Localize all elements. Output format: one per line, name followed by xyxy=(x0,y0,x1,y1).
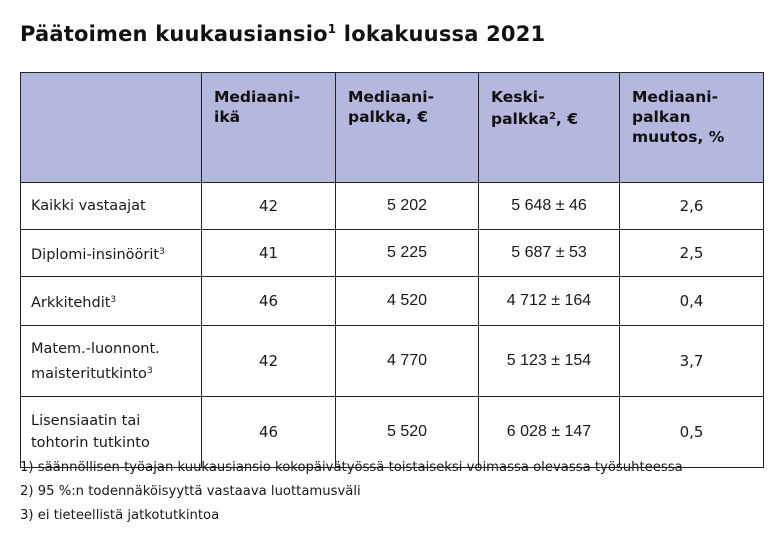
page-title: Päätoimen kuukausiansio1 lokakuussa 2021 xyxy=(20,22,546,46)
cell-mean-salary: 5 123 ± 154 xyxy=(478,325,620,397)
row-label: Arkkitehdit3 xyxy=(20,276,202,326)
title-footnote-mark: 1 xyxy=(327,22,337,36)
cell-median-change: 2,5 xyxy=(619,229,764,277)
cell-median-salary: 4 520 xyxy=(335,276,479,326)
cell-median-salary: 5 225 xyxy=(335,229,479,277)
table-row: Kaikki vastaajat 42 5 202 5 648 ± 46 2,6 xyxy=(20,182,764,230)
row-label: Kaikki vastaajat xyxy=(20,182,202,230)
table-row: Lisensiaatin tai tohtorin tutkinto 46 5 5… xyxy=(20,396,764,468)
table-row: Arkkitehdit3 46 4 520 4 712 ± 164 0,4 xyxy=(20,276,764,326)
footnotes: 1) säännöllisen työajan kuukausiansio ko… xyxy=(20,456,683,528)
header-empty-cell xyxy=(20,72,202,183)
footnote-2: 2) 95 %:n todennäköisyyttä vastaava luot… xyxy=(20,484,361,499)
cell-median-age: 46 xyxy=(201,396,336,468)
cell-median-salary: 4 770 xyxy=(335,325,479,397)
table-row: Matem.-luonnont. maisteritutkinto3 42 4 7… xyxy=(20,325,764,397)
cell-mean-salary: 5 648 ± 46 xyxy=(478,182,620,230)
table-row: Diplomi-insinöörit3 41 5 225 5 687 ± 53 … xyxy=(20,229,764,277)
cell-median-change: 2,6 xyxy=(619,182,764,230)
cell-median-salary: 5 520 xyxy=(335,396,479,468)
cell-mean-salary: 5 687 ± 53 xyxy=(478,229,620,277)
cell-median-change: 3,7 xyxy=(619,325,764,397)
cell-mean-salary: 6 028 ± 147 xyxy=(478,396,620,468)
header-median-salary: Mediaani-palkka, € xyxy=(335,72,479,183)
footnote-3: 3) ei tieteellistä jatkotutkintoa xyxy=(20,508,220,523)
cell-median-change: 0,4 xyxy=(619,276,764,326)
footnote-1: 1) säännöllisen työajan kuukausiansio ko… xyxy=(20,460,683,475)
table-header-row: Mediaani-ikä Mediaani-palkka, € Keski-pa… xyxy=(20,72,764,183)
header-mean-salary: Keski-palkka2, € xyxy=(478,72,620,183)
cell-median-age: 41 xyxy=(201,229,336,277)
row-label: Matem.-luonnont. maisteritutkinto3 xyxy=(20,325,202,397)
cell-median-age: 42 xyxy=(201,182,336,230)
cell-mean-salary: 4 712 ± 164 xyxy=(478,276,620,326)
cell-median-age: 42 xyxy=(201,325,336,397)
cell-median-age: 46 xyxy=(201,276,336,326)
header-median-change: Mediaani-palkan muutos, % xyxy=(619,72,764,183)
row-label: Lisensiaatin tai tohtorin tutkinto xyxy=(20,396,202,468)
cell-median-salary: 5 202 xyxy=(335,182,479,230)
cell-median-change: 0,5 xyxy=(619,396,764,468)
header-median-age: Mediaani-ikä xyxy=(201,72,336,183)
row-label: Diplomi-insinöörit3 xyxy=(20,229,202,277)
salary-table: Mediaani-ikä Mediaani-palkka, € Keski-pa… xyxy=(20,72,764,468)
